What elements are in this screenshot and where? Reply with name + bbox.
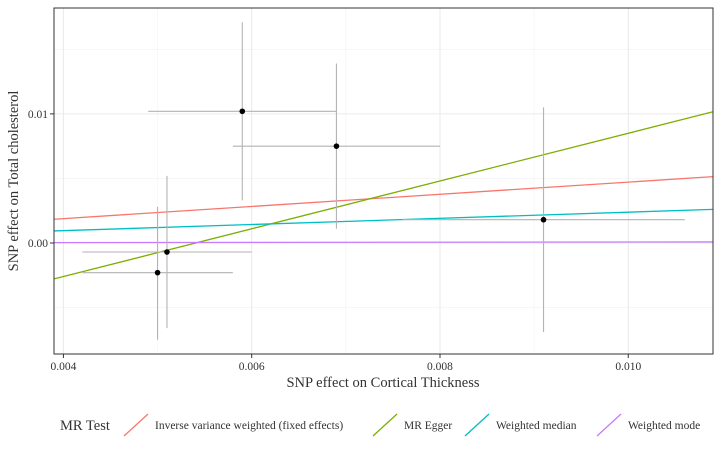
data-point: [164, 249, 170, 255]
data-point: [239, 108, 246, 115]
regression-line: [54, 175, 713, 220]
legend-key: [123, 413, 149, 437]
plot-panel: [54, 8, 713, 354]
x-tick-label: 0.010: [615, 361, 641, 373]
data-point: [154, 269, 161, 276]
regression-line: [54, 111, 713, 280]
regression-line: [54, 208, 713, 232]
axes: 0.004 0.006 0.008 0.010 0.00 0.01: [28, 109, 642, 373]
data-points: [154, 108, 547, 276]
legend-label: Weighted median: [496, 420, 577, 432]
data-point: [540, 216, 547, 223]
legend: MR Test Inverse variance weighted (fixed…: [60, 413, 700, 437]
legend-title: MR Test: [60, 418, 110, 434]
regression-lines: [54, 111, 713, 280]
legend-label: Inverse variance weighted (fixed effects…: [155, 420, 343, 432]
legend-label: Weighted mode: [628, 420, 700, 432]
x-tick-label: 0.004: [50, 361, 76, 373]
x-axis-title: SNP effect on Cortical Thickness: [286, 375, 479, 391]
y-tick-label: 0.01: [28, 109, 48, 121]
y-axis-title: SNP effect on Total cholesterol: [6, 91, 22, 272]
x-tick-label: 0.008: [427, 361, 453, 373]
regression-line: [54, 241, 713, 244]
legend-label: MR Egger: [404, 420, 452, 432]
legend-key: [464, 413, 490, 437]
plot-border: [53, 7, 714, 355]
data-point: [333, 143, 340, 149]
y-tick-label: 0.00: [28, 238, 48, 250]
x-tick-label: 0.006: [239, 361, 265, 373]
legend-key: [372, 413, 398, 437]
legend-key: [596, 413, 622, 437]
